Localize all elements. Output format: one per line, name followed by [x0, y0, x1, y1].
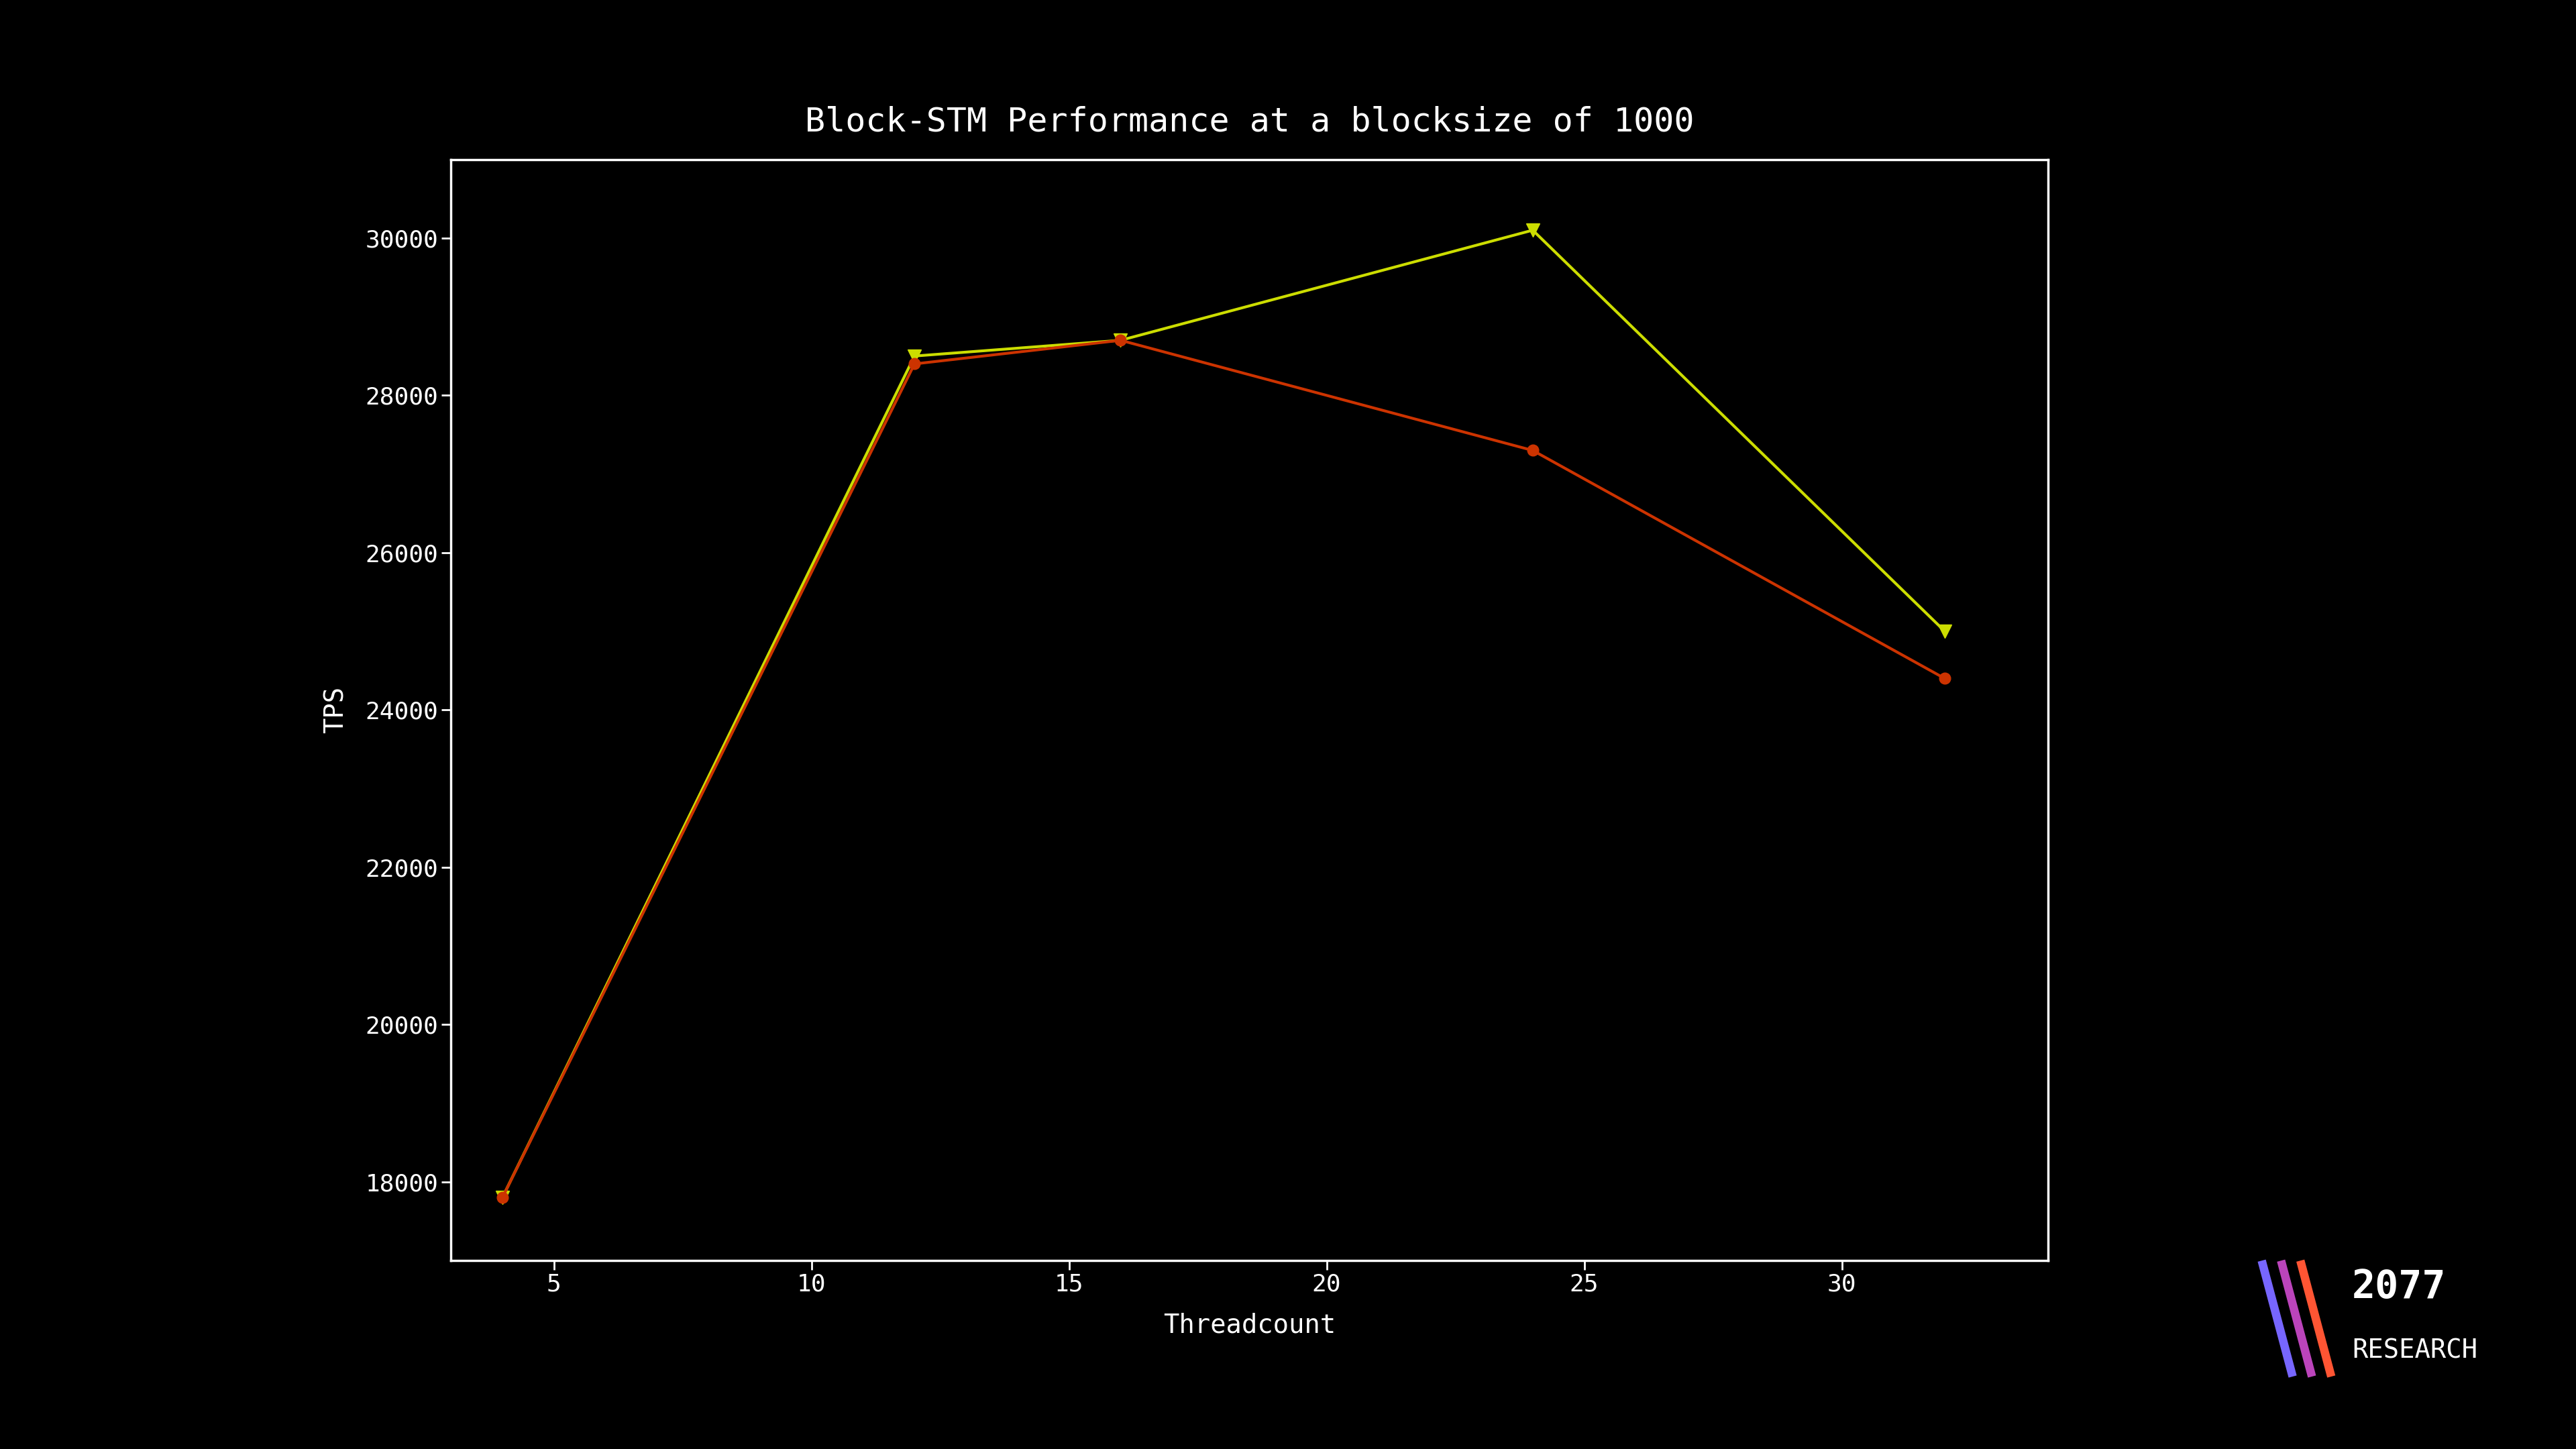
Text: 2077: 2077 [2352, 1268, 2447, 1306]
Y-axis label: TPS: TPS [322, 687, 348, 733]
Text: RESEARCH: RESEARCH [2352, 1337, 2478, 1364]
Title: Block-STM Performance at a blocksize of 1000: Block-STM Performance at a blocksize of … [804, 106, 1695, 138]
X-axis label: Threadcount: Threadcount [1164, 1313, 1334, 1339]
